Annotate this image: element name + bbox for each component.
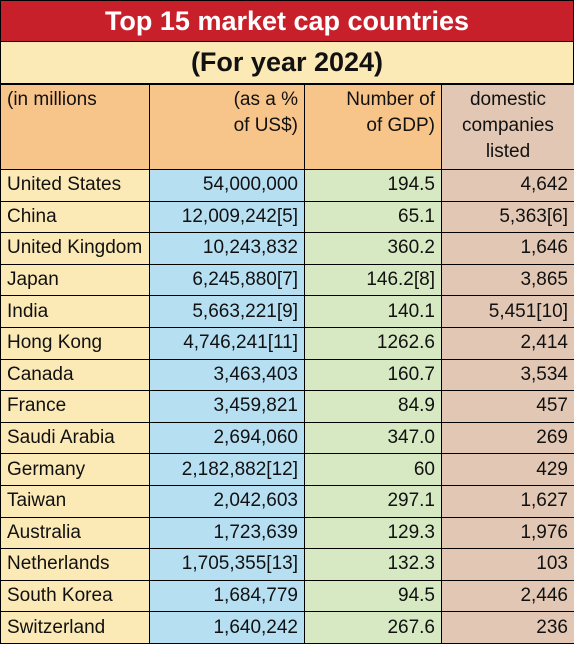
gdp-percent-cell: 132.3 bbox=[304, 548, 442, 581]
market-cap-cell: 12,009,242[5] bbox=[149, 200, 305, 234]
country-cell: Canada bbox=[0, 358, 150, 392]
header-listed-line1: domestic bbox=[469, 89, 547, 110]
table-row: Japan 6,245,880[7] 146.2[8] 3,865 bbox=[0, 263, 574, 297]
market-cap-cell: 2,694,060 bbox=[149, 421, 305, 455]
gdp-percent-cell: 194.5 bbox=[304, 169, 442, 202]
table-row: Germany 2,182,882[12] 60 429 bbox=[0, 453, 574, 486]
country-cell: Australia bbox=[0, 516, 150, 550]
market-cap-cell: 3,463,403 bbox=[149, 358, 305, 392]
header-listed: domestic companies listed bbox=[441, 84, 574, 170]
header-listed-line3: listed bbox=[485, 141, 531, 162]
country-cell: Taiwan bbox=[0, 484, 150, 518]
listed-companies-cell: 3,865 bbox=[441, 263, 574, 297]
listed-companies-cell: 2,414 bbox=[441, 326, 574, 360]
table-row: Netherlands 1,705,355[13] 132.3 103 bbox=[0, 548, 574, 581]
listed-companies-cell: 1,976 bbox=[441, 516, 574, 550]
table-body: United States 54,000,000 194.5 4,642 China 12… bbox=[0, 169, 574, 644]
market-cap-cell: 4,746,241[11] bbox=[149, 326, 305, 360]
gdp-percent-cell: 94.5 bbox=[304, 579, 442, 613]
gdp-percent-cell: 297.1 bbox=[304, 484, 442, 518]
page-subtitle: (For year 2024) bbox=[0, 42, 574, 84]
gdp-percent-cell: 267.6 bbox=[304, 611, 442, 644]
market-cap-cell: 3,459,821 bbox=[149, 390, 305, 423]
header-market-cap-line1: (as a % bbox=[233, 89, 298, 110]
country-cell: Japan bbox=[0, 263, 150, 297]
header-row: (in millions (as a % of US$) Number of o… bbox=[0, 84, 574, 170]
gdp-percent-cell: 140.1 bbox=[304, 295, 442, 328]
table-row: Saudi Arabia 2,694,060 347.0 269 bbox=[0, 421, 574, 455]
gdp-percent-cell: 1262.6 bbox=[304, 326, 442, 360]
listed-companies-cell: 103 bbox=[441, 548, 574, 581]
gdp-percent-cell: 160.7 bbox=[304, 358, 442, 392]
listed-companies-cell: 3,534 bbox=[441, 358, 574, 392]
gdp-percent-cell: 347.0 bbox=[304, 421, 442, 455]
country-cell: China bbox=[0, 200, 150, 234]
market-cap-cell: 1,640,242 bbox=[149, 611, 305, 644]
gdp-percent-cell: 360.2 bbox=[304, 232, 442, 265]
market-cap-cell: 2,042,603 bbox=[149, 484, 305, 518]
table-row: Switzerland 1,640,242 267.6 236 bbox=[0, 611, 574, 644]
page-title: Top 15 market cap countries bbox=[0, 0, 574, 42]
market-cap-cell: 2,182,882[12] bbox=[149, 453, 305, 486]
listed-companies-cell: 236 bbox=[441, 611, 574, 644]
gdp-percent-cell: 129.3 bbox=[304, 516, 442, 550]
market-cap-cell: 5,663,221[9] bbox=[149, 295, 305, 328]
listed-companies-cell: 457 bbox=[441, 390, 574, 423]
market-cap-cell: 1,723,639 bbox=[149, 516, 305, 550]
listed-companies-cell: 5,363[6] bbox=[441, 200, 574, 234]
listed-companies-cell: 1,646 bbox=[441, 232, 574, 265]
header-units: (in millions bbox=[0, 84, 150, 170]
gdp-percent-cell: 84.9 bbox=[304, 390, 442, 423]
market-cap-cell: 1,684,779 bbox=[149, 579, 305, 613]
table-row: Hong Kong 4,746,241[11] 1262.6 2,414 bbox=[0, 326, 574, 360]
table-row: South Korea 1,684,779 94.5 2,446 bbox=[0, 579, 574, 613]
header-gdp-line2: of GDP) bbox=[366, 115, 435, 136]
header-gdp-line1: Number of bbox=[346, 89, 435, 110]
listed-companies-cell: 1,627 bbox=[441, 484, 574, 518]
gdp-percent-cell: 65.1 bbox=[304, 200, 442, 234]
country-cell: Hong Kong bbox=[0, 326, 150, 360]
table-row: India 5,663,221[9] 140.1 5,451[10] bbox=[0, 295, 574, 328]
table-row: Australia 1,723,639 129.3 1,976 bbox=[0, 516, 574, 550]
table-row: United States 54,000,000 194.5 4,642 bbox=[0, 169, 574, 202]
country-cell: South Korea bbox=[0, 579, 150, 613]
gdp-percent-cell: 60 bbox=[304, 453, 442, 486]
listed-companies-cell: 2,446 bbox=[441, 579, 574, 613]
listed-companies-cell: 269 bbox=[441, 421, 574, 455]
country-cell: India bbox=[0, 295, 150, 328]
country-cell: United States bbox=[0, 169, 150, 202]
country-cell: Saudi Arabia bbox=[0, 421, 150, 455]
header-units-label: (in millions bbox=[7, 89, 97, 110]
listed-companies-cell: 5,451[10] bbox=[441, 295, 574, 328]
gdp-percent-cell: 146.2[8] bbox=[304, 263, 442, 297]
header-market-cap-line2: of US$) bbox=[233, 115, 298, 136]
country-cell: Netherlands bbox=[0, 548, 150, 581]
country-cell: Germany bbox=[0, 453, 150, 486]
country-cell: France bbox=[0, 390, 150, 423]
market-cap-cell: 1,705,355[13] bbox=[149, 548, 305, 581]
table-row: France 3,459,821 84.9 457 bbox=[0, 390, 574, 423]
market-cap-table: (in millions (as a % of US$) Number of o… bbox=[0, 84, 574, 644]
country-cell: United Kingdom bbox=[0, 232, 150, 265]
header-listed-line2: companies bbox=[462, 115, 554, 136]
market-cap-cell: 54,000,000 bbox=[149, 169, 305, 202]
table-row: United Kingdom 10,243,832 360.2 1,646 bbox=[0, 232, 574, 265]
header-market-cap: (as a % of US$) bbox=[149, 84, 305, 170]
table-row: Taiwan 2,042,603 297.1 1,627 bbox=[0, 484, 574, 518]
listed-companies-cell: 429 bbox=[441, 453, 574, 486]
country-cell: Switzerland bbox=[0, 611, 150, 644]
header-gdp: Number of of GDP) bbox=[304, 84, 442, 170]
table-row: Canada 3,463,403 160.7 3,534 bbox=[0, 358, 574, 392]
listed-companies-cell: 4,642 bbox=[441, 169, 574, 202]
market-cap-cell: 6,245,880[7] bbox=[149, 263, 305, 297]
table-row: China 12,009,242[5] 65.1 5,363[6] bbox=[0, 200, 574, 234]
market-cap-cell: 10,243,832 bbox=[149, 232, 305, 265]
